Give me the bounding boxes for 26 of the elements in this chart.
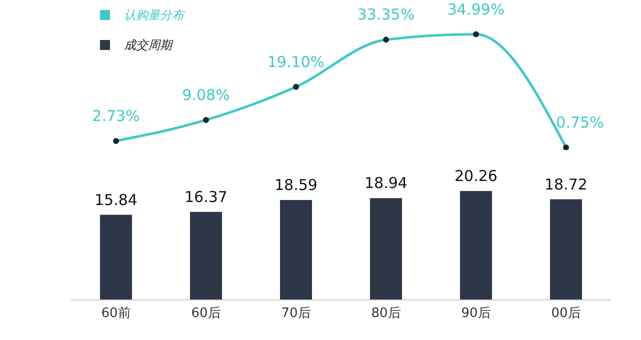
x-tick-label: 60后 xyxy=(191,306,221,322)
data-label: 20.26 xyxy=(454,166,498,185)
data-label: 18.94 xyxy=(364,174,408,192)
data-label: 18.72 xyxy=(544,175,588,194)
bar xyxy=(550,199,582,300)
bar xyxy=(280,200,312,300)
data-label: 2.73% xyxy=(92,106,140,125)
data-label: 0.75% xyxy=(556,114,604,132)
legend-label: 认购量分布 xyxy=(123,6,184,24)
bar xyxy=(190,212,222,300)
x-tick-label: 70后 xyxy=(281,306,311,322)
data-label: 15.84 xyxy=(94,190,138,209)
x-tick-label: 80后 xyxy=(371,306,401,322)
bar xyxy=(100,214,132,300)
data-label: 16.37 xyxy=(184,188,228,206)
data-label: 33.35% xyxy=(357,6,415,24)
bar xyxy=(460,190,492,300)
x-tick-label: 90后 xyxy=(461,306,491,322)
data-label: 34.99% xyxy=(447,0,505,18)
x-tick-label: 00后 xyxy=(551,306,581,322)
x-tick-label: 60前 xyxy=(101,306,131,322)
data-label: 19.10% xyxy=(267,52,325,71)
legend-label: 成交周期 xyxy=(123,36,174,54)
data-label: 9.08% xyxy=(182,86,230,104)
data-label: 18.59 xyxy=(274,176,318,194)
bar xyxy=(370,198,402,300)
